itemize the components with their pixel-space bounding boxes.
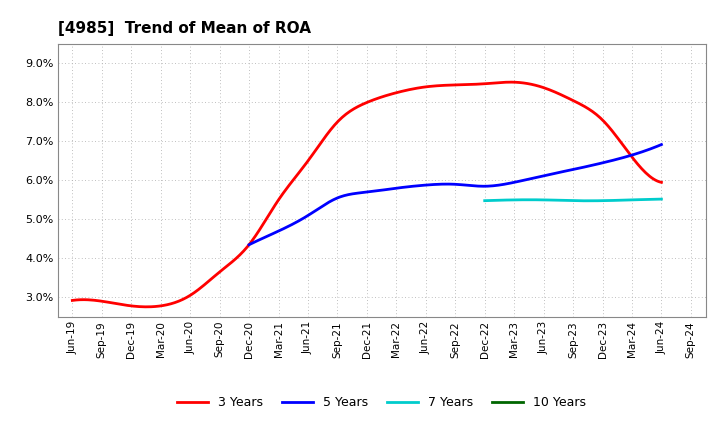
- Text: [4985]  Trend of Mean of ROA: [4985] Trend of Mean of ROA: [58, 21, 310, 36]
- Legend: 3 Years, 5 Years, 7 Years, 10 Years: 3 Years, 5 Years, 7 Years, 10 Years: [172, 391, 591, 414]
